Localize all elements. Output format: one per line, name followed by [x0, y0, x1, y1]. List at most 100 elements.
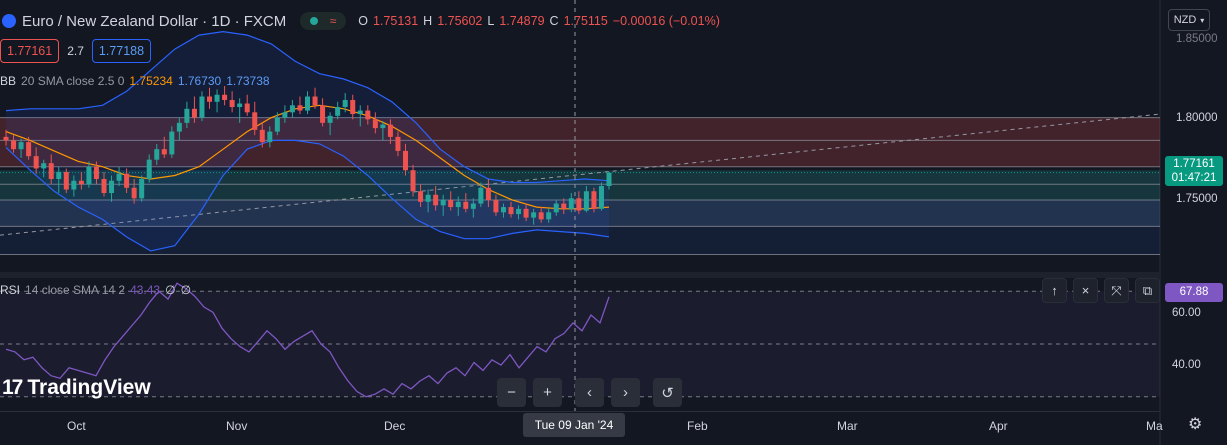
candle-body: [312, 96, 318, 106]
candle-body: [568, 198, 574, 209]
bb-upper-value: 1.76730: [177, 74, 222, 88]
change-value: −0.00016 (−0.01%): [612, 14, 720, 28]
tradingview-logo[interactable]: 17 TradingView: [2, 376, 151, 400]
bb-lower-value: 1.73738: [226, 74, 270, 88]
candle-body: [372, 119, 378, 129]
market-open-dot-icon: [310, 17, 319, 25]
candle-body: [440, 200, 446, 206]
market-status[interactable]: ≈: [300, 12, 347, 30]
currency-label: NZD: [1173, 14, 1197, 26]
bb-params: 20 SMA close 2.5 0: [21, 74, 125, 88]
time-axis[interactable]: Oct Nov Dec Feb Mar Apr Ma: [0, 411, 1163, 445]
candle-body: [56, 171, 62, 179]
candle-body: [237, 103, 243, 108]
candle-body: [191, 108, 197, 118]
collapse-pane-button[interactable]: ⤧: [1104, 278, 1129, 303]
candle-body: [297, 105, 303, 111]
candle-body: [199, 96, 205, 118]
candle-body: [365, 110, 371, 120]
rsi-ma-value: ∅: [165, 283, 176, 297]
reset-chart-button[interactable]: ↺: [653, 378, 682, 407]
chevron-down-icon: ▾: [1200, 15, 1205, 25]
candle-body: [357, 110, 363, 115]
bb-upper-line: [5, 30, 610, 184]
close-pane-button[interactable]: ×: [1073, 278, 1098, 303]
candle-body: [448, 200, 454, 208]
candle-body: [78, 180, 84, 185]
candle-body: [583, 191, 589, 211]
time-label-feb: Feb: [687, 419, 708, 433]
buy-button[interactable]: 1.77188: [91, 39, 152, 63]
candle-body: [493, 200, 499, 213]
candle-body: [86, 166, 92, 185]
candle-body: [161, 149, 167, 155]
zoom-out-button[interactable]: −: [497, 378, 526, 407]
zone-3: [0, 226, 1160, 255]
candle-body: [425, 194, 431, 202]
candle-body: [531, 212, 537, 218]
zoom-in-button[interactable]: +: [533, 378, 562, 407]
bb-basis-value: 1.75234: [129, 74, 173, 88]
rsi-params: 14 close SMA 14 2: [25, 283, 126, 297]
candle-body: [485, 187, 491, 201]
candle-body: [146, 159, 152, 179]
candle-body: [229, 100, 235, 108]
candle-body: [274, 117, 280, 132]
candle-body: [380, 124, 386, 129]
symbol-header: Euro / New Zealand Dollar · 1D · FXCM ≈ …: [0, 8, 720, 34]
candle-body: [176, 122, 182, 132]
price-axis-label-2: 1.75000: [1176, 193, 1218, 205]
rsi-value: 43.43: [130, 283, 161, 297]
candle-body: [387, 124, 393, 137]
price-axis-label-1: 1.80000: [1176, 112, 1218, 124]
candle-body: [342, 100, 348, 108]
zone-1: [0, 170, 1160, 201]
candle-body: [124, 173, 130, 188]
candle-body: [410, 170, 416, 192]
candle-body: [184, 108, 190, 123]
candle-body: [478, 187, 484, 204]
move-pane-up-button[interactable]: ↑: [1042, 278, 1067, 303]
candle-body: [470, 203, 476, 209]
current-price-value: 1.77161: [1173, 158, 1215, 170]
candle-body: [335, 107, 341, 116]
chart-navigation: − + ‹ › ↺: [497, 378, 682, 407]
scroll-right-button[interactable]: ›: [611, 378, 640, 407]
rsi-legend[interactable]: RSI 14 close SMA 14 2 43.43 ∅ ∅: [0, 283, 191, 297]
candle-body: [553, 203, 559, 213]
bb-band-fill: [6, 31, 609, 251]
candle-body: [116, 173, 122, 181]
candle-body: [18, 142, 24, 150]
sell-button[interactable]: 1.77161: [0, 39, 60, 63]
time-label-apr: Apr: [989, 419, 1008, 433]
candle-body: [109, 180, 115, 194]
rsi-axis-label-1: 60.00: [1172, 307, 1201, 319]
bb-legend[interactable]: BB 20 SMA close 2.5 0 1.75234 1.76730 1.…: [0, 74, 270, 88]
bb-name: BB: [0, 74, 17, 88]
candle-body: [11, 140, 17, 150]
currency-flag-icon: [2, 14, 16, 28]
currency-selector[interactable]: NZD ▾: [1168, 9, 1210, 31]
rsi-pane-controls: ↑ × ⤧ ⧉: [1042, 278, 1160, 303]
candle-body: [320, 105, 326, 123]
scroll-left-button[interactable]: ‹: [575, 378, 604, 407]
time-label-nov: Nov: [226, 419, 248, 433]
rsi-current-tag: 67.88: [1165, 283, 1223, 302]
price-axis-bg: [1160, 0, 1227, 411]
symbol-title[interactable]: Euro / New Zealand Dollar · 1D · FXCM: [22, 12, 287, 30]
candle-body: [463, 201, 469, 209]
time-label-mar: Mar: [837, 419, 858, 433]
settings-gear-icon[interactable]: ⚙: [1188, 416, 1203, 433]
candle-body: [350, 100, 356, 115]
candle-body: [63, 171, 69, 190]
candle-body: [561, 203, 567, 209]
candle-body: [214, 94, 220, 102]
candle-body: [516, 208, 522, 215]
candle-body: [33, 156, 39, 169]
zone-0: [0, 117, 1160, 167]
candle-body: [546, 212, 552, 220]
tradingview-mark-icon: 17: [2, 376, 23, 399]
maximize-pane-button[interactable]: ⧉: [1135, 278, 1160, 303]
time-label-may: Ma: [1146, 419, 1163, 433]
